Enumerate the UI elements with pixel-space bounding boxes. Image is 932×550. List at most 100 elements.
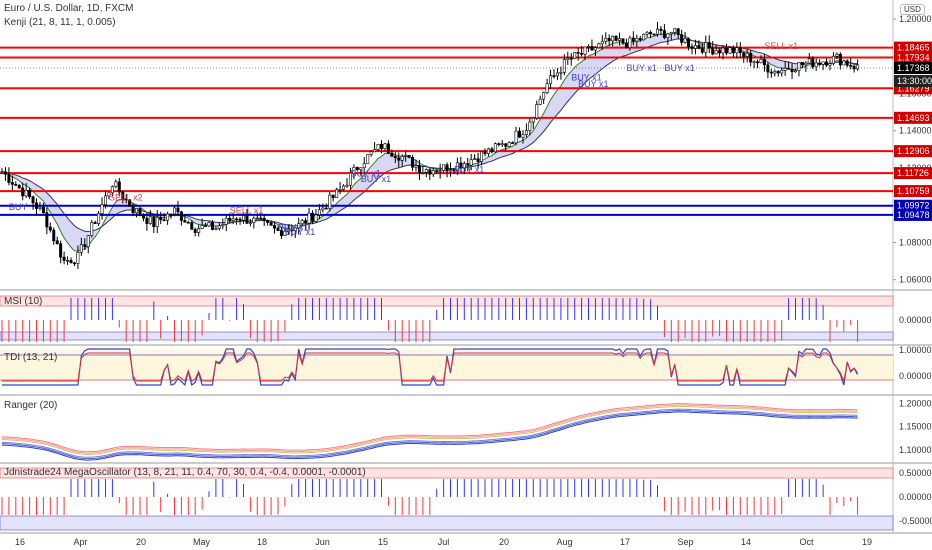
candle-body bbox=[721, 47, 725, 54]
level-price-label: 1.14693 bbox=[897, 113, 930, 123]
candle-body bbox=[148, 216, 152, 224]
candle-body bbox=[835, 53, 839, 57]
x-axis-tick-label: 19 bbox=[862, 537, 872, 547]
candle-body bbox=[462, 163, 466, 169]
candle-body bbox=[52, 229, 56, 242]
candle-body bbox=[400, 156, 404, 161]
candle-body bbox=[376, 144, 380, 150]
buy-signal-label: BUY x1 bbox=[571, 72, 601, 82]
candle-body bbox=[614, 35, 618, 41]
level-price-label: 1.10759 bbox=[897, 186, 930, 196]
ranger-title[interactable]: Ranger (20) bbox=[4, 400, 58, 411]
msi-title[interactable]: MSI (10) bbox=[4, 296, 43, 307]
candle-body bbox=[128, 199, 132, 207]
candle-body bbox=[583, 46, 587, 55]
candle-body bbox=[687, 38, 691, 47]
level-price-badge bbox=[894, 145, 932, 158]
candle-body bbox=[480, 151, 484, 162]
candle-body bbox=[242, 215, 246, 221]
candle-body bbox=[549, 75, 553, 85]
level-price-label: 1.09478 bbox=[897, 210, 930, 220]
candle-body bbox=[545, 83, 549, 94]
megaosc-title[interactable]: Jdnistrade24 MegaOscillator (13, 8, 21, … bbox=[4, 467, 366, 478]
candle-body bbox=[818, 62, 822, 65]
candle-body bbox=[542, 92, 546, 100]
candle-body bbox=[624, 42, 628, 48]
candle-body bbox=[593, 47, 597, 51]
candle-body bbox=[155, 217, 159, 228]
currency-badge[interactable]: USD bbox=[900, 4, 925, 15]
candle-body bbox=[804, 62, 808, 66]
ranger-band-line bbox=[1, 404, 858, 454]
candle-body bbox=[669, 32, 673, 35]
candle-body bbox=[448, 169, 452, 172]
candle-body bbox=[297, 223, 301, 229]
candle-body bbox=[486, 148, 490, 154]
x-axis-tick-label: 15 bbox=[378, 537, 388, 547]
buy-signal-label: BUY x1 bbox=[664, 63, 694, 73]
ranger-y-tick-label: 1.10000 bbox=[899, 445, 932, 455]
candle-body bbox=[273, 225, 277, 229]
candle-body bbox=[214, 227, 218, 230]
candle-body bbox=[100, 204, 104, 214]
candle-body bbox=[852, 65, 856, 70]
candle-body bbox=[642, 33, 646, 41]
x-axis-tick-label: Sep bbox=[677, 537, 693, 547]
candle-body bbox=[704, 42, 708, 53]
candle-body bbox=[483, 151, 487, 154]
candle-body bbox=[749, 52, 753, 63]
candle-body bbox=[535, 104, 539, 119]
candle-body bbox=[700, 48, 704, 53]
candle-body bbox=[117, 181, 121, 193]
candle-body bbox=[176, 207, 180, 213]
x-axis-tick-label: May bbox=[193, 537, 211, 547]
candle-body bbox=[152, 216, 156, 228]
candle-body bbox=[110, 186, 114, 194]
candle-body bbox=[769, 71, 773, 74]
candle-body bbox=[38, 206, 42, 209]
symbol-title[interactable]: Euro / U.S. Dollar, 1D, FXCM bbox=[4, 3, 134, 14]
tdi-title[interactable]: TDI (13, 21) bbox=[4, 352, 58, 363]
candle-body bbox=[690, 46, 694, 49]
candle-body bbox=[628, 37, 632, 48]
candle-body bbox=[442, 164, 446, 171]
candle-body bbox=[386, 143, 390, 154]
indicator-title[interactable]: Kenji (21, 8, 11, 1, 0.005) bbox=[4, 17, 116, 28]
candle-body bbox=[28, 189, 32, 198]
candle-body bbox=[724, 47, 728, 54]
candle-body bbox=[552, 75, 556, 77]
last-price-badge bbox=[894, 62, 932, 75]
candle-body bbox=[728, 47, 732, 54]
candle-body bbox=[428, 169, 432, 175]
candle-body bbox=[390, 152, 394, 157]
candle-body bbox=[283, 231, 287, 236]
x-axis-tick-label: 14 bbox=[741, 537, 751, 547]
candle-body bbox=[159, 217, 163, 221]
candle-body bbox=[131, 206, 135, 214]
candle-body bbox=[576, 52, 580, 54]
candle-body bbox=[856, 64, 860, 70]
candle-body bbox=[438, 170, 442, 172]
candle-body bbox=[600, 40, 604, 45]
candle-body bbox=[573, 52, 577, 59]
candle-body bbox=[7, 173, 11, 183]
candle-body bbox=[62, 256, 66, 261]
candle-body bbox=[673, 28, 677, 33]
megaosc-y-tick-label: 0.00000 bbox=[899, 492, 932, 502]
candle-body bbox=[90, 222, 94, 236]
msi-lower-band bbox=[0, 331, 894, 341]
tdi-price-line bbox=[2, 352, 859, 383]
candle-body bbox=[304, 220, 308, 224]
x-axis-tick-label: Oct bbox=[799, 537, 814, 547]
candle-body bbox=[335, 189, 339, 198]
candle-body bbox=[114, 181, 118, 187]
candle-body bbox=[141, 215, 145, 219]
candle-body bbox=[331, 194, 335, 198]
x-axis-tick-label: Aug bbox=[556, 537, 572, 547]
ma-fast-line bbox=[1, 32, 858, 252]
candle-body bbox=[711, 47, 715, 55]
candle-body bbox=[179, 211, 183, 221]
candle-body bbox=[348, 172, 352, 186]
candle-body bbox=[590, 46, 594, 51]
